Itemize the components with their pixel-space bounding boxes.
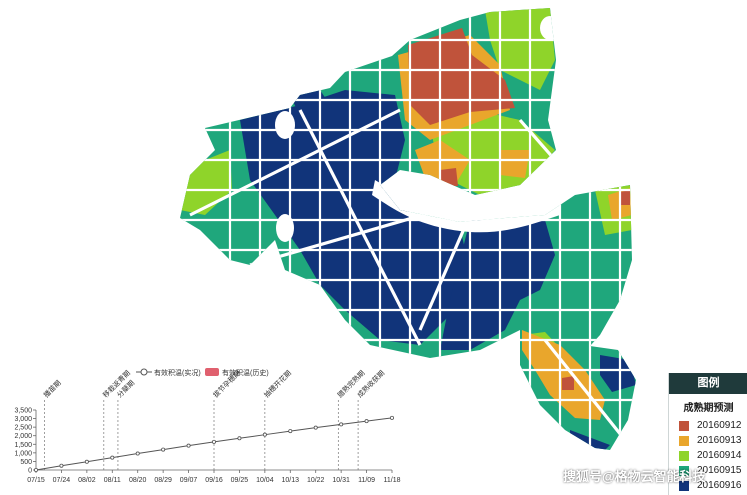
y-tick-label: 2,500 (14, 425, 32, 432)
x-tick-label: 10/22 (307, 477, 325, 484)
y-tick-label: 2,000 (14, 433, 32, 440)
data-point (211, 439, 216, 444)
lake-northwest (275, 111, 295, 139)
series-legend-label: 有效积温(实况) (154, 368, 201, 377)
data-point (262, 432, 267, 437)
x-tick-label: 08/20 (129, 477, 147, 484)
x-tick-label: 09/25 (231, 477, 249, 484)
legend-subtitle: 成熟期预测 (683, 403, 734, 414)
legend-label: 20160912 (697, 420, 742, 431)
legend-item: 20160916 (669, 478, 747, 493)
main-roads (189, 108, 627, 441)
legend-label: 20160914 (697, 450, 742, 461)
zone-20160916-southeast (440, 220, 555, 350)
x-tick-label: 08/11 (104, 477, 121, 484)
x-tick-label: 10/31 (332, 477, 350, 484)
y-tick-label: 3,000 (14, 416, 32, 423)
legend-item: 20160914 (669, 448, 747, 463)
data-point (84, 459, 89, 464)
data-point (59, 463, 64, 468)
legend-swatch (679, 480, 689, 491)
lake-north (540, 16, 560, 40)
series-legend-label: 有效积温(历史) (222, 368, 269, 377)
x-tick-label: 10/04 (256, 477, 274, 484)
data-point (339, 422, 344, 427)
map-legend: 图例 成熟期预测 20160912 20160913 20160914 2016091… (668, 373, 747, 495)
legend-swatch (679, 420, 689, 431)
zone-20160913-south (522, 330, 605, 420)
series-legend-marker (140, 368, 148, 376)
y-tick-label: 3,500 (14, 408, 32, 415)
x-tick-label: 07/24 (53, 477, 71, 484)
zone-20160916-north (290, 90, 332, 115)
legend-item: 20160913 (669, 433, 747, 448)
data-point (313, 425, 318, 430)
data-point (135, 451, 140, 456)
legend-label: 20160916 (697, 480, 742, 491)
x-tick-label: 09/07 (180, 477, 198, 484)
legend-label: 20160915 (697, 465, 742, 476)
legend-item: 20160912 (669, 418, 747, 433)
data-point (34, 468, 39, 473)
x-tick-label: 08/29 (154, 477, 172, 484)
legend-label: 20160913 (697, 435, 742, 446)
legend-items: 20160912 20160913 20160914 20160915 20160916 (669, 418, 747, 493)
data-point (110, 455, 115, 460)
zone-20160912-south (562, 376, 574, 390)
x-tick-label: 11/18 (384, 477, 401, 484)
x-tick-label: 11/09 (358, 477, 375, 484)
zone-20160912-east (620, 190, 630, 205)
y-tick-label: 0 (28, 468, 32, 475)
legend-swatch (679, 450, 689, 461)
legend-item: 20160915 (669, 463, 747, 478)
y-tick-label: 1,500 (14, 442, 32, 449)
y-tick-label: 500 (20, 459, 32, 466)
x-tick-label: 08/02 (78, 477, 96, 484)
data-point (364, 419, 369, 424)
watermark: 搜狐号@格物云智能科技 (563, 469, 706, 484)
zone-20160912-center (440, 168, 458, 186)
data-point (288, 429, 293, 434)
series-legend-swatch (205, 368, 219, 376)
x-tick-label: 07/15 (27, 477, 45, 484)
legend-title: 图例 (669, 373, 747, 394)
x-tick-label: 10/13 (282, 477, 300, 484)
data-point (186, 443, 191, 448)
data-point (161, 447, 166, 452)
phase-label: 播苗期 (42, 378, 63, 399)
x-tick-label: 09/16 (205, 477, 223, 484)
zone-20160913-center-east (500, 150, 530, 178)
legend-swatch (679, 435, 689, 446)
legend-swatch (679, 465, 689, 476)
river (372, 180, 560, 233)
data-point (389, 415, 394, 420)
lake-west (276, 214, 294, 242)
data-point (237, 436, 242, 441)
y-tick-label: 1,000 (14, 450, 32, 457)
